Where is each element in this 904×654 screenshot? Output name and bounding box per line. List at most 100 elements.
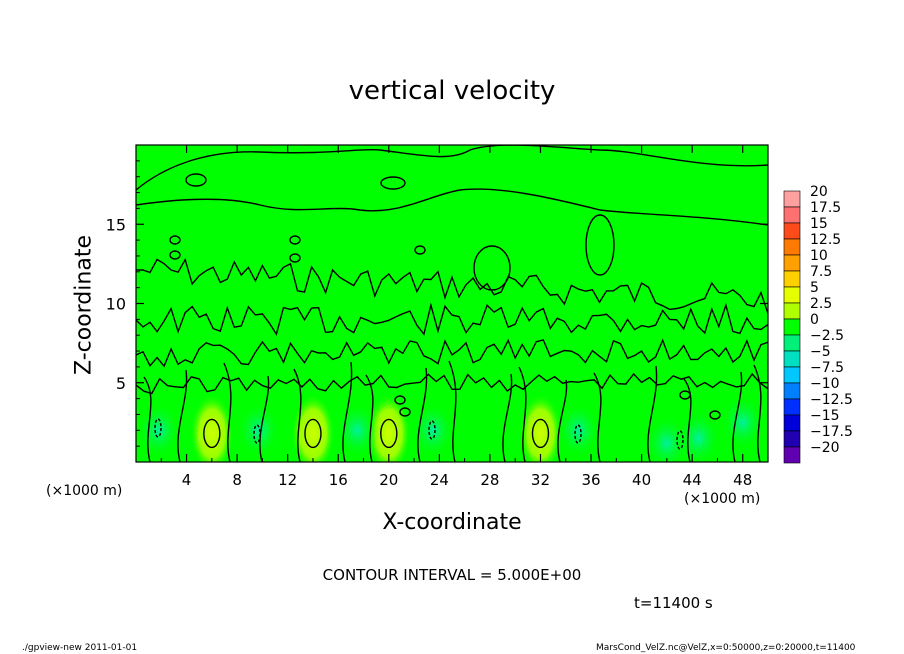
contour-negative: [154, 418, 162, 438]
downdraft-region: [411, 402, 456, 459]
time-label: t=11400 s: [634, 594, 713, 612]
colorbar-swatch: [783, 222, 801, 240]
colorbar-swatch: [783, 334, 801, 352]
contour-loop: [169, 250, 181, 260]
x-tick-label: 44: [683, 471, 702, 489]
colorbar-label: 0: [810, 312, 819, 328]
contour-loop: [169, 235, 181, 245]
y-axis: 5 10 15: [106, 160, 768, 447]
downdraft-region: [136, 402, 181, 459]
contour-line: [293, 368, 302, 462]
contour-line: [518, 366, 527, 462]
colorbar-swatch: [783, 254, 801, 272]
downdraft-region: [556, 402, 601, 459]
colorbar-label: −5: [810, 344, 831, 360]
colorbar-label: 15: [810, 216, 828, 232]
contour-loop: [473, 245, 511, 291]
x-tick-label: 8: [232, 471, 242, 489]
contour-loop: [585, 214, 615, 276]
contour-line: [448, 360, 457, 462]
contour-line: [417, 367, 428, 462]
colorbar-swatch: [783, 350, 801, 368]
colorbar-swatch: [783, 382, 801, 400]
contour-line: [342, 361, 353, 462]
x-tick-label: 4: [182, 471, 192, 489]
footer-right: MarsCond_VelZ.nc@VelZ,x=0:50000,z=0:2000…: [596, 643, 856, 653]
contour-line: [683, 378, 692, 462]
contour-line: [502, 373, 513, 462]
contour-loop: [394, 395, 406, 405]
contour-negative: [574, 424, 582, 444]
x-tick-label: 24: [430, 471, 449, 489]
colorbar-swatch: [783, 318, 801, 336]
contour-line: [647, 365, 658, 462]
updraft-region: [189, 393, 234, 462]
contour-loop: [289, 235, 301, 245]
contour-line: [223, 362, 232, 462]
x-unit-right: (×1000 m): [684, 491, 761, 507]
colorbar-label: −20: [810, 440, 840, 456]
contour-line: [136, 338, 768, 368]
contour-interval-label: CONTOUR INTERVAL = 5.000E+00: [322, 566, 582, 584]
x-axis: 4 8 12 16 20 24 28 32 36 40 44 48: [160, 145, 752, 489]
colorbar-swatch: [783, 446, 801, 464]
y-tick-label: 5: [116, 374, 126, 393]
colorbar-swatch: [783, 238, 801, 256]
x-tick-label: 16: [329, 471, 348, 489]
updraft-region: [518, 393, 563, 462]
contour-loop: [709, 410, 721, 420]
colorbar-label: 2.5: [810, 296, 832, 312]
colorbar-swatch: [783, 366, 801, 384]
plot-area: [135, 144, 769, 463]
x-tick-label: 32: [531, 471, 550, 489]
colorbar-label: 5: [810, 280, 819, 296]
contour-negative: [676, 430, 684, 450]
contour-loop: [380, 176, 406, 190]
colorbar-swatch: [783, 286, 801, 304]
contour-line: [177, 369, 188, 462]
colorbar-label: 20: [810, 184, 828, 200]
contour-line: [136, 188, 768, 226]
contour-line: [365, 374, 374, 462]
contour-negative: [253, 424, 261, 444]
updraft-region: [290, 393, 335, 462]
x-tick-label: 12: [278, 471, 297, 489]
colorbar-swatch: [783, 398, 801, 416]
colorbar-swatch: [783, 270, 801, 288]
colorbar-label: 17.5: [810, 200, 841, 216]
colorbar-label: −10: [810, 376, 840, 392]
x-unit-left: (×1000 m): [46, 483, 123, 499]
contour-loop: [414, 245, 426, 255]
x-axis-label: X-coordinate: [382, 510, 522, 535]
colorbar-swatch: [783, 190, 801, 208]
contour-loop: [185, 173, 207, 187]
footer-left: ./gpview-new 2011-01-01: [22, 643, 138, 653]
y-tick-label: 10: [106, 295, 126, 314]
colorbar-swatch: [783, 430, 801, 448]
x-tick-label: 40: [632, 471, 651, 489]
contour-line: [136, 372, 768, 395]
x-tick-label: 28: [480, 471, 499, 489]
x-tick-label: 48: [733, 471, 752, 489]
downdraft-region: [644, 414, 689, 462]
contour-line: [136, 145, 768, 191]
colorbar-label: 10: [810, 248, 828, 264]
colorbar-swatch: [783, 206, 801, 224]
contour-line: [136, 302, 768, 336]
colorbar-label: −7.5: [810, 360, 844, 376]
contour-line: [259, 375, 270, 462]
colorbar-swatch: [783, 414, 801, 432]
colorbar-label: −15: [810, 408, 840, 424]
colorbar-label: 12.5: [810, 232, 841, 248]
contour-line: [143, 376, 152, 462]
y-tick-label: 15: [106, 215, 126, 234]
contour-loop: [679, 390, 691, 400]
x-tick-label: 20: [379, 471, 398, 489]
y-axis-label: Z-coordinate: [71, 235, 97, 375]
contour-loop: [399, 407, 411, 417]
contour-line: [732, 371, 743, 462]
contour-5: [380, 418, 398, 449]
downdraft-region: [236, 402, 281, 459]
contour-5: [304, 418, 322, 449]
